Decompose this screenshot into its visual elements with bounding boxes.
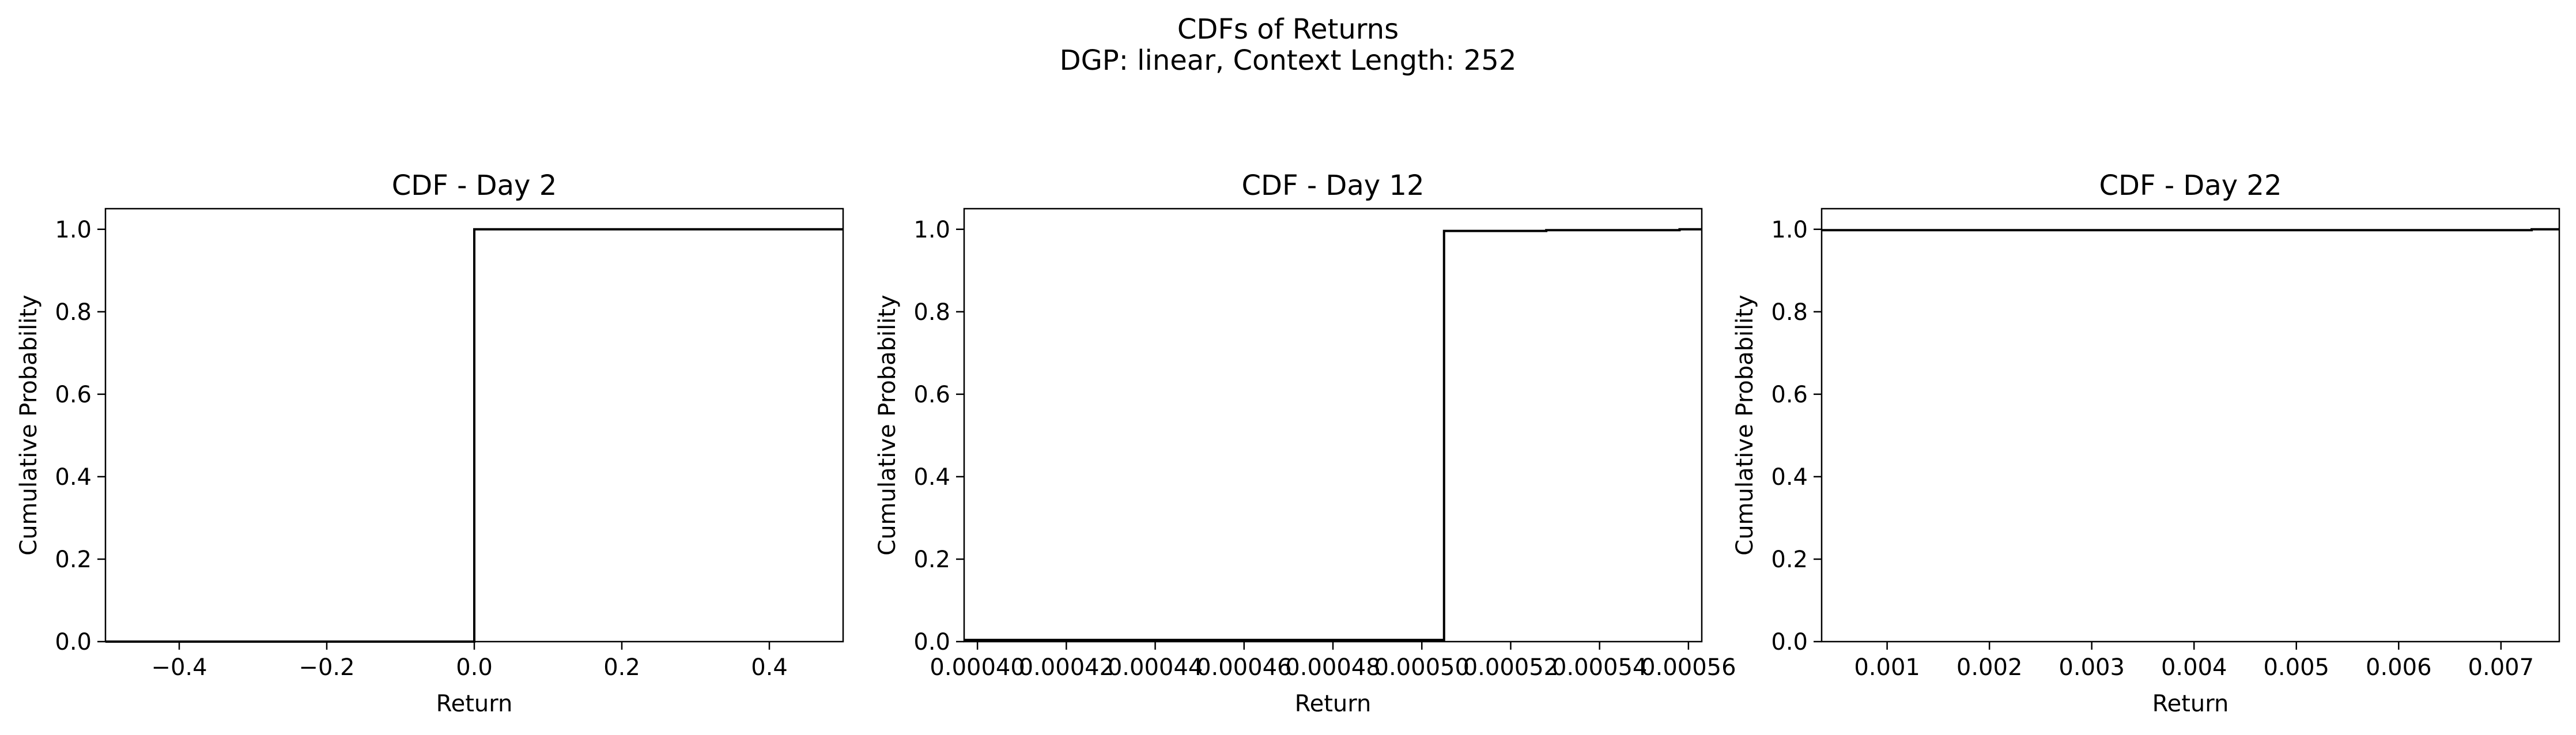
y-tick-label: 0.8 [1771,299,1808,326]
x-tick-label: 0.007 [2468,654,2535,681]
y-tick-label: 0.6 [913,382,950,408]
x-tick-label: 0.00056 [1641,654,1736,681]
x-tick-label: 0.00044 [1108,654,1203,681]
x-tick-label: 0.002 [1956,654,2023,681]
y-tick-label: 0.4 [55,464,92,491]
x-tick-label: 0.00048 [1285,654,1380,681]
x-tick-label: 0.0 [456,654,493,681]
x-tick-label: 0.00054 [1552,654,1647,681]
y-tick-label: 0.4 [913,464,950,491]
x-tick-label: 0.003 [2058,654,2125,681]
subplot-title: CDF - Day 12 [1241,169,1424,202]
axes-frame [1820,208,2560,643]
y-tick-label: 0.4 [1771,464,1808,491]
x-tick-label: 0.00040 [930,654,1025,681]
y-axis-label: Cumulative Probability [1732,295,1758,555]
y-tick-label: 1.0 [1771,217,1808,243]
y-tick-label: 0.0 [1771,629,1808,655]
x-tick-label: 0.001 [1854,654,1920,681]
x-tick-label: 0.005 [2263,654,2329,681]
subplot-title: CDF - Day 2 [392,169,557,202]
cdf-line [105,228,843,643]
y-tick-label: 0.8 [55,299,92,326]
y-tick-label: 0.0 [913,629,950,655]
y-tick-label: 0.6 [1771,382,1808,408]
x-tick-label: 0.00052 [1463,654,1558,681]
subplot-2: 0.000400.000420.000440.000460.000480.000… [874,169,1736,717]
subplot-3: 0.001 0.002 0.003 0.004 0.005 0.006 0.007 0.0 0.… [1732,169,2560,717]
x-tick-label: 0.004 [2161,654,2227,681]
axes-frame [963,208,1703,643]
x-tick-label: −0.4 [151,654,207,681]
x-axis-label: Return [436,691,513,717]
y-tick-label: 1.0 [913,217,950,243]
subplot-title: CDF - Day 22 [2099,169,2282,202]
x-axis-label: Return [2152,691,2229,717]
y-tick-label: 0.8 [913,299,950,326]
x-tick-label: 0.00050 [1374,654,1470,681]
x-tick-label: 0.006 [2366,654,2432,681]
cdf-line [964,228,1702,642]
figure-subtitle: DGP: linear, Context Length: 252 [1059,44,1517,77]
y-tick-label: 1.0 [55,217,92,243]
x-tick-label: 0.4 [751,654,788,681]
y-axis-label: Cumulative Probability [874,295,901,555]
y-tick-label: 0.2 [1771,546,1808,573]
y-tick-label: 0.2 [913,546,950,573]
x-tick-label: −0.2 [299,654,354,681]
figure-title: CDFs of Returns [1177,13,1399,46]
y-axis-label: Cumulative Probability [16,295,42,555]
subplot-1: −0.4 −0.2 0.0 0.2 0.4 0.0 0.2 0.4 0.6 0.8 1.0 CDF -… [16,169,844,717]
x-axis-label: Return [1295,691,1372,717]
cdf-line [1822,228,2559,232]
y-tick-label: 0.6 [55,382,92,408]
x-tick-label: 0.00046 [1196,654,1291,681]
y-tick-label: 0.2 [55,546,92,573]
y-tick-label: 0.0 [55,629,92,655]
x-tick-label: 0.00042 [1019,654,1114,681]
x-tick-label: 0.2 [603,654,640,681]
